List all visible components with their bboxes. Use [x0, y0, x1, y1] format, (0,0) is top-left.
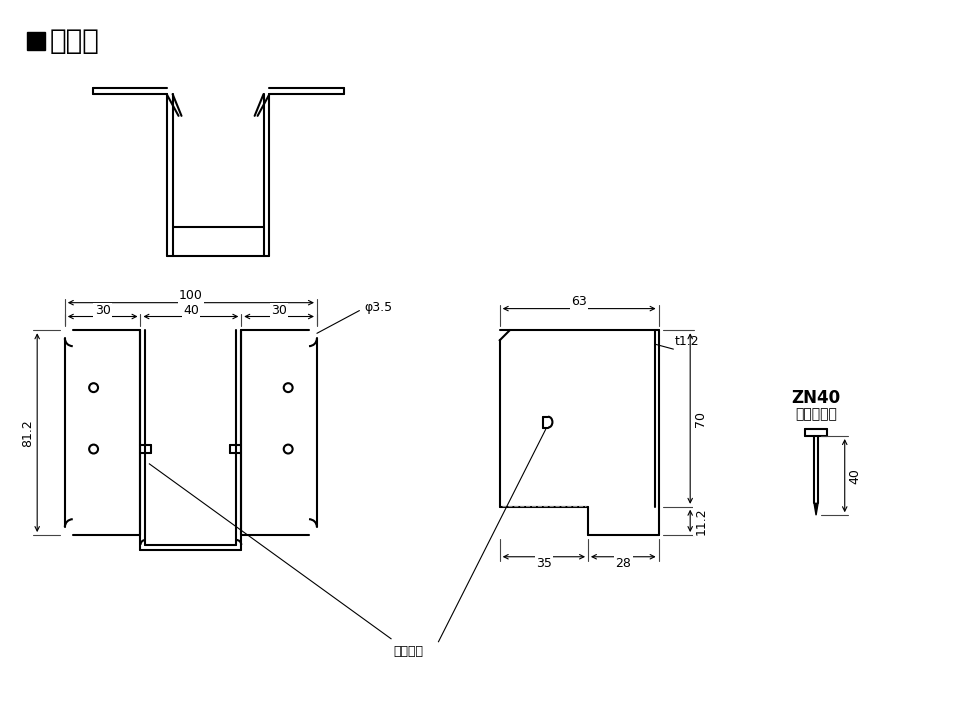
- Text: ZN40: ZN40: [791, 390, 841, 408]
- Text: φ3.5: φ3.5: [365, 301, 393, 314]
- Text: 30: 30: [271, 304, 287, 317]
- Text: 100: 100: [179, 289, 203, 302]
- Text: 28: 28: [615, 557, 632, 570]
- Polygon shape: [814, 503, 818, 516]
- Bar: [27, 32, 45, 50]
- Text: 仕様図: 仕様図: [50, 27, 100, 55]
- Text: 63: 63: [571, 295, 587, 308]
- Text: 81.2: 81.2: [21, 419, 34, 446]
- Text: 30: 30: [95, 304, 110, 317]
- Text: t1.2: t1.2: [674, 335, 699, 348]
- Text: （別売品）: （別売品）: [795, 408, 837, 421]
- Text: 35: 35: [536, 557, 552, 570]
- Text: 40: 40: [183, 304, 199, 317]
- Text: 40: 40: [848, 468, 861, 484]
- Text: 70: 70: [693, 410, 707, 426]
- Text: 11.2: 11.2: [695, 507, 708, 535]
- Text: ガイド穴: ガイド穴: [393, 644, 423, 657]
